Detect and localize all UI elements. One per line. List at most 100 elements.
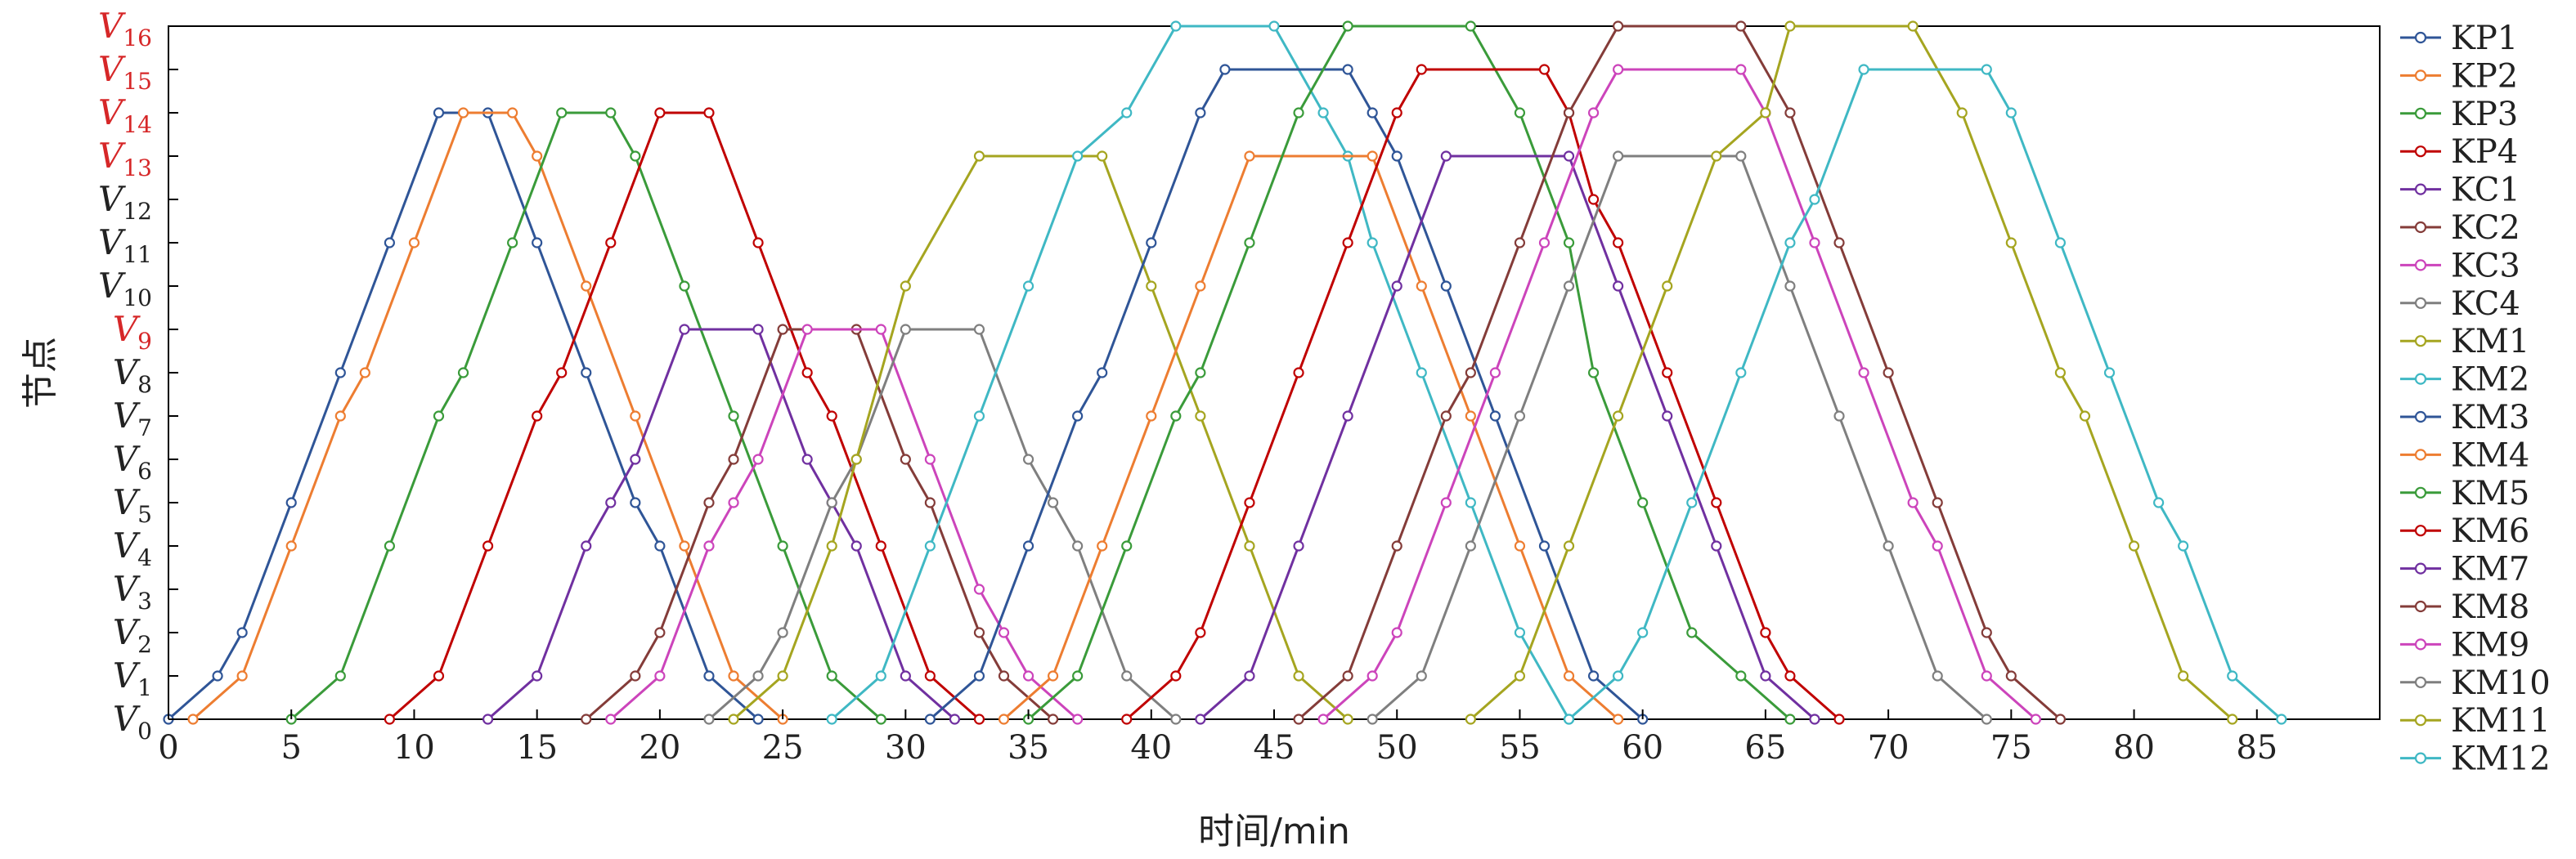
data-point: [1416, 280, 1427, 292]
data-point: [924, 670, 936, 682]
data-point: [1195, 107, 1206, 119]
data-point: [1342, 410, 1353, 422]
data-point: [2103, 367, 2116, 378]
data-point: [973, 324, 985, 335]
series-line: [290, 111, 882, 721]
data-point: [900, 670, 911, 682]
data-point: [1244, 540, 1255, 552]
legend-item: KC2: [2400, 209, 2520, 247]
legend-item: KM5: [2400, 475, 2529, 512]
data-point: [630, 150, 641, 162]
y-tick-label: V2: [113, 612, 152, 658]
data-point: [1735, 20, 1747, 32]
data-point: [1022, 280, 1034, 292]
data-point: [1883, 540, 1894, 552]
plot-frame: [168, 25, 2381, 720]
data-point: [212, 670, 223, 682]
series-line: [487, 328, 956, 721]
data-point: [1465, 20, 1476, 32]
y-tick-label: V4: [113, 526, 152, 571]
data-point: [1195, 280, 1206, 292]
data-point: [1244, 497, 1255, 508]
data-point: [605, 107, 617, 119]
data-point: [285, 540, 297, 552]
data-point: [457, 367, 469, 378]
data-point: [482, 714, 494, 725]
data-point: [1391, 280, 1402, 292]
data-point: [1047, 714, 1059, 725]
data-point: [2128, 540, 2140, 552]
x-tick-label: 55: [1499, 729, 1541, 767]
data-point: [334, 670, 346, 682]
data-point: [236, 670, 248, 682]
data-point: [2005, 237, 2017, 248]
series-kc2: [581, 324, 1059, 725]
legend-label: KM10: [2451, 664, 2551, 702]
legend-marker: [2414, 31, 2427, 44]
data-point: [1367, 670, 1378, 682]
data-point: [728, 714, 739, 725]
data-point: [1981, 714, 1992, 725]
data-point: [924, 714, 936, 725]
series-km5: [1022, 20, 1796, 725]
data-point: [1465, 410, 1476, 422]
data-point: [752, 237, 764, 248]
data-point: [1170, 670, 1182, 682]
data-point: [1146, 280, 1157, 292]
data-point: [1613, 410, 1624, 422]
data-point: [973, 670, 985, 682]
data-point: [1858, 367, 1869, 378]
data-point: [1195, 367, 1206, 378]
data-point: [654, 627, 666, 638]
data-point: [334, 367, 346, 378]
data-point: [1563, 540, 1575, 552]
data-point: [1833, 410, 1845, 422]
data-point: [1022, 670, 1034, 682]
data-point: [1784, 670, 1796, 682]
data-point: [1784, 280, 1796, 292]
data-point: [1981, 670, 1992, 682]
data-point: [1317, 714, 1329, 725]
data-point: [507, 237, 518, 248]
data-point: [630, 454, 641, 465]
data-point: [1883, 367, 1894, 378]
data-point: [1613, 237, 1624, 248]
data-point: [1121, 540, 1133, 552]
series-kp3: [285, 107, 886, 725]
data-point: [1514, 410, 1526, 422]
data-point: [826, 497, 837, 508]
data-point: [801, 367, 813, 378]
legend-item: KM11: [2400, 702, 2551, 740]
data-point: [703, 107, 715, 119]
data-point: [875, 714, 886, 725]
data-point: [1367, 714, 1378, 725]
data-point: [556, 107, 568, 119]
data-point: [1465, 714, 1476, 725]
data-point: [1293, 540, 1304, 552]
data-point: [2153, 497, 2165, 508]
data-point: [1047, 670, 1059, 682]
data-point: [359, 367, 370, 378]
series-line: [733, 154, 1349, 721]
data-point: [2054, 237, 2067, 248]
data-point: [1784, 714, 1796, 725]
legend-marker: [2414, 449, 2427, 461]
legend-item: KP1: [2400, 20, 2518, 57]
data-point: [1760, 670, 1771, 682]
data-point: [1563, 107, 1575, 119]
x-tick-label: 50: [1376, 729, 1418, 767]
data-point: [433, 670, 445, 682]
legend-label: KM5: [2451, 475, 2529, 512]
data-point: [1097, 150, 1108, 162]
legend-item: KM2: [2400, 361, 2529, 399]
x-tick-label: 75: [1990, 729, 2032, 767]
data-point: [1907, 20, 1919, 32]
legend-label: KC1: [2451, 172, 2520, 209]
data-point: [703, 540, 715, 552]
data-point: [1097, 540, 1108, 552]
legend-marker: [2414, 638, 2427, 651]
data-point: [1121, 107, 1133, 119]
data-point: [752, 714, 764, 725]
data-point: [1022, 540, 1034, 552]
